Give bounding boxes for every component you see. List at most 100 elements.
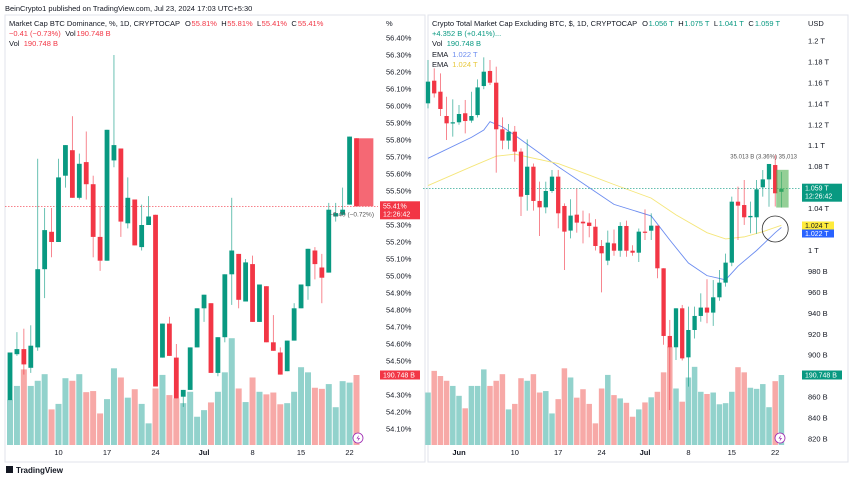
candle-body[interactable] <box>97 236 103 261</box>
candle-body[interactable] <box>7 352 13 401</box>
candle-body[interactable] <box>14 349 20 355</box>
candle-body[interactable] <box>773 165 778 194</box>
candle-body[interactable] <box>698 307 703 316</box>
candle-body[interactable] <box>525 166 530 195</box>
candle-body[interactable] <box>166 323 172 356</box>
candle-body[interactable] <box>599 245 604 254</box>
candle-body[interactable] <box>125 197 131 224</box>
candle-body[interactable] <box>742 205 747 218</box>
candle-body[interactable] <box>340 209 346 215</box>
candle-body[interactable] <box>432 80 437 94</box>
candle-body[interactable] <box>201 294 207 309</box>
candle-body[interactable] <box>636 231 641 253</box>
altcoin-market-cap-chart[interactable]: Crypto Total Market Cap Excluding BTC, $… <box>423 19 842 457</box>
candle-body[interactable] <box>729 201 734 263</box>
candle-body[interactable] <box>580 221 586 224</box>
candle-body[interactable] <box>187 347 193 390</box>
candle-body[interactable] <box>28 345 34 368</box>
candle-body[interactable] <box>655 225 660 269</box>
candle-body[interactable] <box>56 177 61 242</box>
candle-body[interactable] <box>642 231 648 233</box>
candle-body[interactable] <box>243 262 249 302</box>
candle-body[interactable] <box>463 113 468 122</box>
candle-body[interactable] <box>450 122 455 124</box>
candle-body[interactable] <box>605 242 610 261</box>
candle-body[interactable] <box>568 215 573 231</box>
candle-body[interactable] <box>277 352 283 375</box>
candle-body[interactable] <box>692 315 697 330</box>
candle-body[interactable] <box>326 209 332 273</box>
candle-body[interactable] <box>506 131 511 141</box>
candle-body[interactable] <box>673 308 679 348</box>
candle-body[interactable] <box>194 308 200 348</box>
candle-body[interactable] <box>766 163 772 180</box>
measure-box[interactable] <box>776 169 789 208</box>
candle-body[interactable] <box>83 162 89 185</box>
candle-body[interactable] <box>549 176 555 191</box>
candle-body[interactable] <box>298 284 304 309</box>
candle-body[interactable] <box>630 250 635 253</box>
candle-body[interactable] <box>711 297 716 313</box>
lightning-replay-icon[interactable] <box>352 432 364 444</box>
tradingview-logo[interactable]: TradingView <box>6 466 64 475</box>
candle-body[interactable] <box>257 284 262 322</box>
candle-body[interactable] <box>717 282 722 298</box>
candle-body[interactable] <box>680 308 685 359</box>
candle-body[interactable] <box>111 145 117 161</box>
candle-body[interactable] <box>146 216 151 226</box>
candle-body[interactable] <box>500 129 505 141</box>
candle-body[interactable] <box>704 307 710 313</box>
candle-body[interactable] <box>347 136 352 205</box>
candle-body[interactable] <box>574 214 579 223</box>
candle-body[interactable] <box>49 231 54 242</box>
candle-body[interactable] <box>667 335 672 348</box>
candle-body[interactable] <box>686 329 691 358</box>
candle-body[interactable] <box>229 250 235 275</box>
candle-body[interactable] <box>42 230 48 270</box>
candle-body[interactable] <box>90 184 96 237</box>
candle-body[interactable] <box>735 201 741 206</box>
candle-body[interactable] <box>236 253 242 300</box>
candle-body[interactable] <box>587 222 592 226</box>
candle-body[interactable] <box>222 274 228 338</box>
price-range-box[interactable] <box>354 138 374 207</box>
candle-body[interactable] <box>618 225 623 251</box>
candle-body[interactable] <box>284 340 290 372</box>
candle-body[interactable] <box>305 248 311 287</box>
candle-body[interactable] <box>754 189 759 218</box>
candle-body[interactable] <box>760 179 765 188</box>
candle-body[interactable] <box>624 225 629 251</box>
btc-dominance-chart[interactable]: Market Cap BTC Dominance, %, 1D, CRYPTOC… <box>5 19 420 457</box>
candle-body[interactable] <box>518 151 524 197</box>
candle-body[interactable] <box>319 267 325 278</box>
candle-body[interactable] <box>118 148 124 222</box>
candle-body[interactable] <box>425 81 431 104</box>
candle-body[interactable] <box>649 225 654 231</box>
candle-body[interactable] <box>291 308 297 341</box>
candle-body[interactable] <box>456 114 462 123</box>
candle-body[interactable] <box>562 205 567 232</box>
candle-body[interactable] <box>469 115 474 121</box>
candle-body[interactable] <box>481 71 486 87</box>
candle-body[interactable] <box>531 166 536 201</box>
candle-body[interactable] <box>723 262 728 283</box>
candle-body[interactable] <box>487 70 493 83</box>
candle-body[interactable] <box>76 163 82 198</box>
candle-body[interactable] <box>139 225 145 248</box>
candle-body[interactable] <box>104 129 110 261</box>
candle-body[interactable] <box>661 268 666 336</box>
candle-body[interactable] <box>512 131 517 152</box>
candle-body[interactable] <box>215 337 221 373</box>
candle-body[interactable] <box>69 150 75 198</box>
candle-body[interactable] <box>748 215 753 218</box>
circle-marker[interactable] <box>761 215 789 243</box>
candle-body[interactable] <box>208 303 214 373</box>
candle-body[interactable] <box>556 176 561 214</box>
candle-body[interactable] <box>611 243 617 251</box>
candle-body[interactable] <box>180 389 186 397</box>
lightning-replay-icon[interactable] <box>774 432 786 444</box>
candle-body[interactable] <box>438 91 443 109</box>
candle-body[interactable] <box>270 342 276 351</box>
candle-body[interactable] <box>35 269 41 348</box>
candle-body[interactable] <box>132 199 138 246</box>
